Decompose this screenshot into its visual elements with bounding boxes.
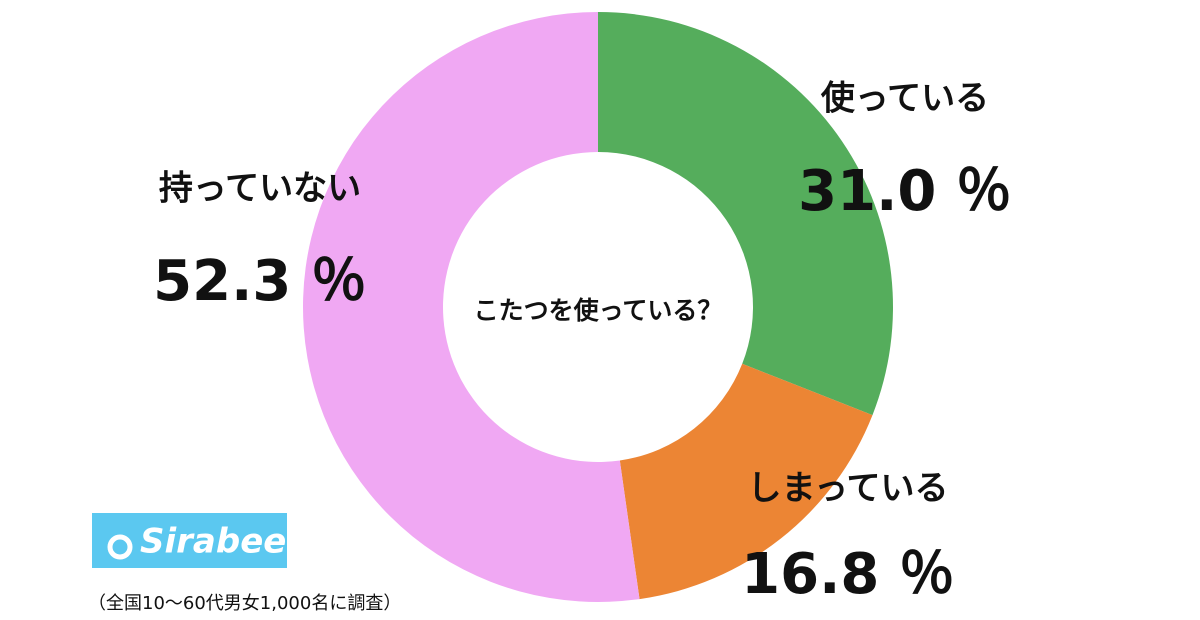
slice-label: 使っている bbox=[820, 79, 989, 119]
value-label: 31.0 ％ bbox=[798, 159, 1012, 224]
slice bbox=[303, 12, 640, 602]
logo-icon bbox=[107, 534, 133, 560]
value-label: 16.8 ％ bbox=[741, 542, 955, 607]
value-label: 52.3 ％ bbox=[153, 249, 367, 314]
slice-label: 持っていない bbox=[159, 169, 361, 209]
logo: Sirabee bbox=[140, 522, 286, 562]
slice bbox=[619, 363, 873, 600]
slice bbox=[598, 12, 893, 416]
footnote: （全国10〜60代男女1,000名に調査） bbox=[88, 593, 401, 614]
center-title: こたつを使っている？ bbox=[474, 296, 723, 325]
slice-label: しまっている bbox=[748, 469, 949, 509]
